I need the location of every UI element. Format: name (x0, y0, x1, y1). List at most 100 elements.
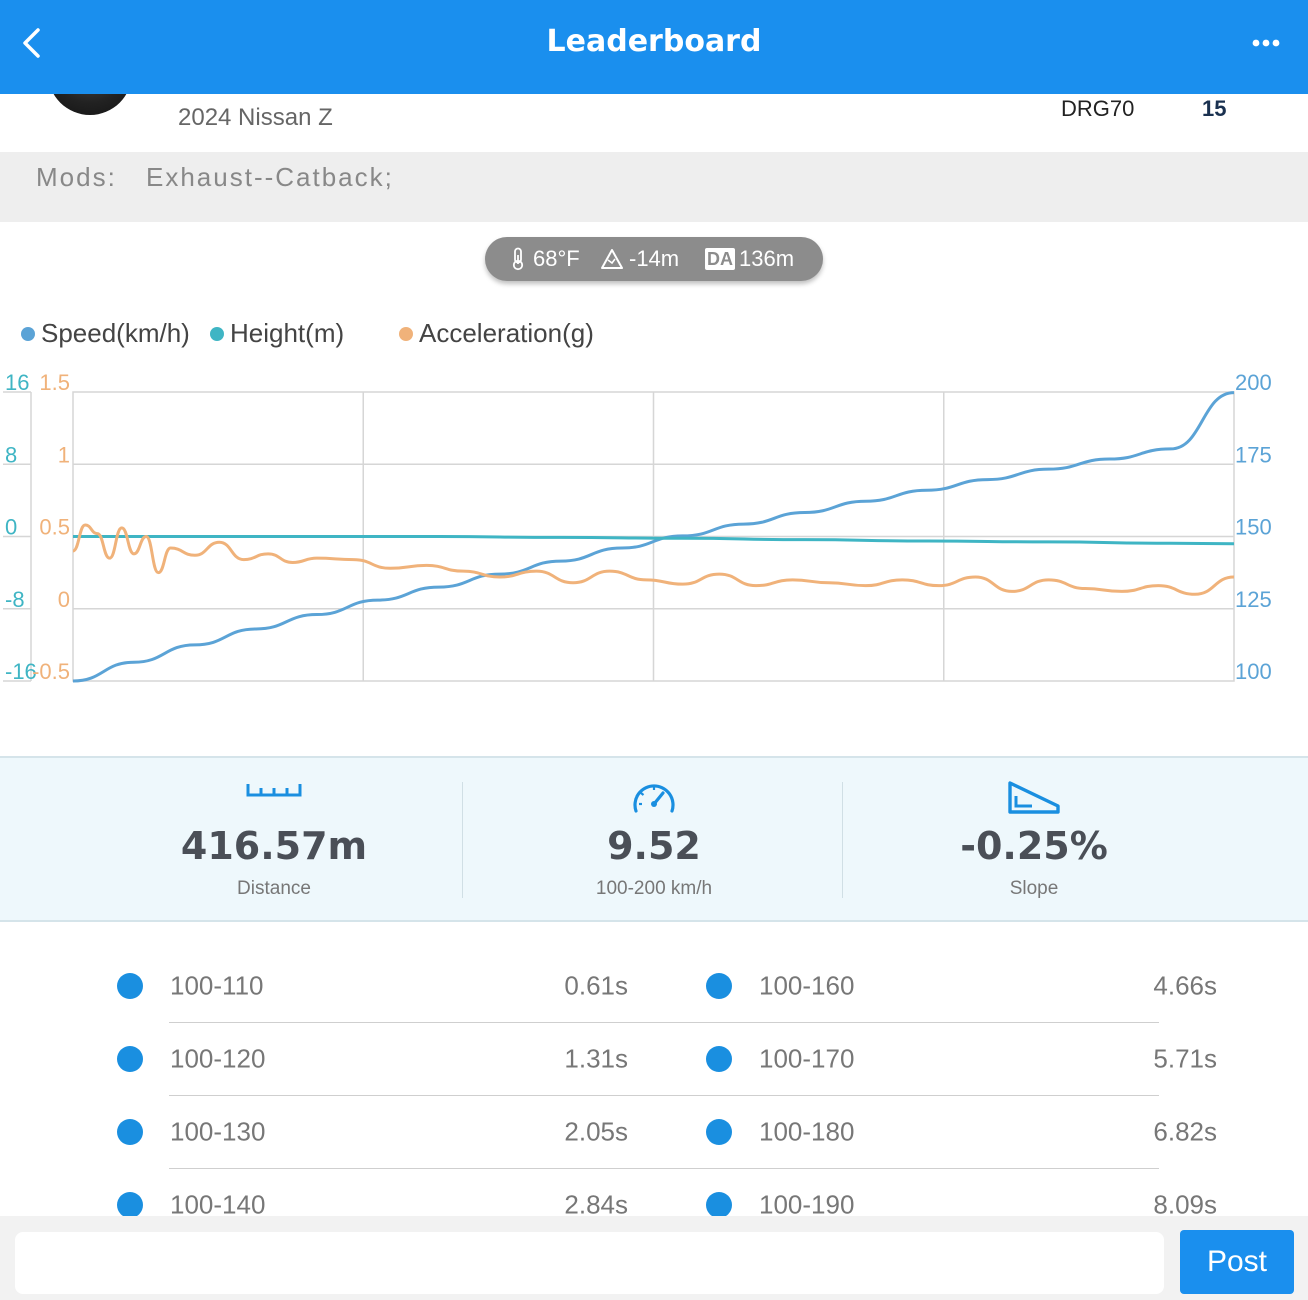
left-inner-tick-label: 1 (58, 442, 70, 467)
mods-bar: Mods: Exhaust--Catback; (0, 152, 1308, 222)
altitude-value: -14m (629, 246, 680, 271)
speedometer-icon (633, 784, 675, 813)
right-tick-label: 100 (1235, 659, 1272, 684)
split-row: 100-130 2.05s (117, 1086, 628, 1159)
mods-label: Mods: (36, 162, 117, 192)
split-bullet (117, 973, 143, 999)
stats-divider (842, 782, 843, 898)
conditions-pill: 68°F -14m DA 136m (485, 237, 823, 281)
density-altitude-item: DA 136m (705, 246, 794, 272)
legend-dot-speed (21, 326, 35, 341)
split-bullet (117, 1192, 143, 1216)
split-range: 100-140 (170, 1189, 266, 1217)
split-range: 100-160 (759, 970, 855, 1001)
thermometer-icon (512, 247, 524, 271)
leaderboard-count: 15 (1202, 96, 1227, 121)
split-bullet (117, 1046, 143, 1072)
left-outer-tick-label: 16 (5, 370, 29, 395)
split-row: 100-170 5.71s (706, 1013, 1217, 1086)
mods-value: Exhaust--Catback; (146, 162, 394, 192)
time-value: 9.52 (607, 824, 701, 868)
left-inner-tick-label: 1.5 (39, 370, 70, 395)
legend-speed[interactable]: Speed(km/h) (21, 318, 190, 349)
more-button[interactable] (1248, 28, 1288, 58)
stats-divider (462, 782, 463, 898)
profile-strip: 2024 Nissan Z DRG70 15 (0, 49, 1308, 152)
stats-panel: 416.57m Distance 9.52 100-200 km/h -0.25… (0, 756, 1308, 922)
right-tick-label: 175 (1235, 442, 1272, 467)
stat-distance: 416.57m Distance (84, 758, 464, 924)
split-bullet (706, 1192, 732, 1216)
legend-label-height: Height(m) (230, 318, 345, 348)
split-divider (169, 1095, 1159, 1096)
split-row: 100-160 4.66s (706, 940, 1217, 1013)
stat-slope: -0.25% Slope (844, 758, 1224, 924)
comment-input[interactable] (15, 1232, 1164, 1294)
split-time: 6.82s (1153, 1116, 1217, 1147)
split-bullet (117, 1119, 143, 1145)
split-range: 100-110 (170, 970, 264, 1001)
legend-label-speed: Speed(km/h) (41, 318, 190, 348)
split-range: 100-170 (759, 1043, 855, 1074)
left-outer-tick-label: 8 (5, 442, 17, 467)
split-range: 100-130 (170, 1116, 266, 1147)
car-model: 2024 Nissan Z (178, 104, 333, 131)
legend-height[interactable]: Height(m) (210, 318, 344, 349)
split-time: 0.61s (564, 970, 628, 1001)
mountain-icon (601, 249, 623, 269)
series-line-height (73, 535, 1235, 546)
distance-label: Distance (237, 878, 311, 899)
legend-acceleration[interactable]: Acceleration(g) (399, 318, 594, 349)
left-inner-tick-label: -0.5 (32, 659, 70, 684)
time-label: 100-200 km/h (595, 878, 713, 899)
header-bar: Leaderboard (0, 0, 1308, 94)
split-bullet (706, 973, 732, 999)
right-tick-label: 200 (1235, 370, 1272, 395)
series-line-speed (72, 391, 1235, 683)
da-badge: DA (705, 248, 735, 270)
temperature-value: 68°F (533, 246, 580, 271)
split-time: 4.66s (1153, 970, 1217, 1001)
split-times: 100-110 0.61s 100-160 4.66s 100-120 1.31… (0, 924, 1308, 1216)
ruler-icon (246, 784, 302, 797)
legend-label-acceleration: Acceleration(g) (419, 318, 594, 348)
run-chart[interactable]: 16 8 0 -8 -16 1.5 1 0.5 0 -0.5 200 175 150 125 100 (0, 360, 1308, 700)
split-time: 5.71s (1153, 1043, 1217, 1074)
right-tick-label: 125 (1235, 587, 1272, 612)
right-tick-label: 150 (1235, 515, 1272, 540)
split-row: 100-190 8.09s (706, 1159, 1217, 1216)
legend-dot-height (210, 326, 224, 341)
split-bullet (706, 1119, 732, 1145)
leaderboard-code: DRG70 (1061, 96, 1135, 121)
legend-dot-acceleration (399, 326, 413, 341)
split-range: 100-190 (759, 1189, 855, 1217)
split-row: 100-140 2.84s (117, 1159, 628, 1216)
slope-icon (1008, 781, 1060, 814)
distance-value: 416.57m (180, 824, 368, 868)
split-row: 100-110 0.61s (117, 940, 628, 1013)
left-outer-tick-label: 0 (5, 515, 17, 540)
post-button[interactable]: Post (1180, 1230, 1294, 1294)
split-range: 100-120 (170, 1043, 266, 1074)
left-inner-tick-label: 0 (58, 587, 70, 612)
more-horizontal-icon (1252, 39, 1280, 47)
back-button[interactable] (16, 24, 56, 64)
chevron-left-icon (23, 28, 40, 58)
split-time: 2.05s (564, 1116, 628, 1147)
left-outer-tick-label: -8 (5, 587, 25, 612)
stat-time: 9.52 100-200 km/h (464, 758, 844, 924)
series-line-acceleration (72, 523, 1235, 596)
slope-label: Slope (1009, 878, 1059, 899)
comment-bar: Post (0, 1216, 1308, 1300)
split-time: 2.84s (564, 1189, 628, 1217)
split-range: 100-180 (759, 1116, 855, 1147)
left-outer-tick-label: -16 (5, 659, 37, 684)
density-altitude-value: 136m (739, 246, 795, 271)
split-divider (169, 1022, 1159, 1023)
split-row: 100-120 1.31s (117, 1013, 628, 1086)
altitude-item: -14m (600, 246, 679, 272)
split-time: 8.09s (1153, 1189, 1217, 1217)
page-title: Leaderboard (546, 24, 762, 59)
temperature-item: 68°F (511, 246, 580, 272)
